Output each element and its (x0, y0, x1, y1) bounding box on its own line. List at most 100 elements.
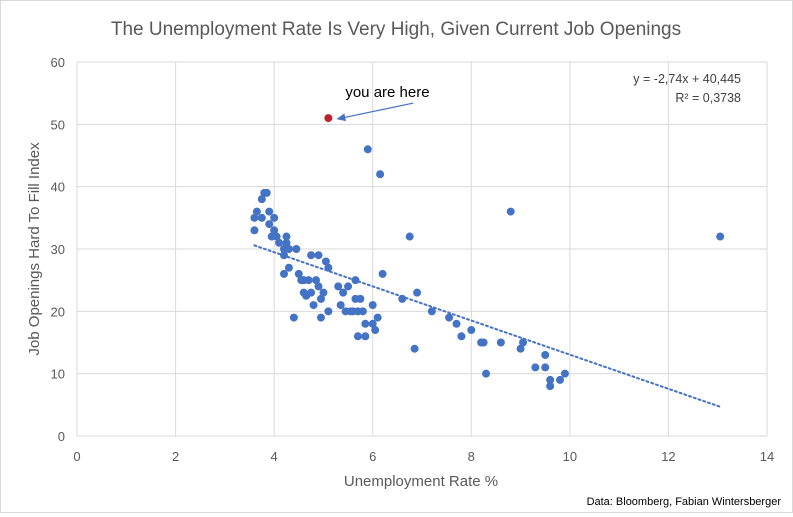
data-point-84 (556, 375, 564, 384)
data-point-58 (368, 301, 377, 310)
data-point-31 (314, 282, 323, 291)
x-axis-ticks: 0 2 4 6 8 10 12 14 (73, 449, 774, 464)
data-point-51 (353, 332, 362, 341)
data-point-13 (275, 238, 284, 247)
data-point-41 (334, 282, 343, 291)
data-point-52 (356, 294, 365, 303)
data-point-25 (307, 251, 316, 260)
data-point-56 (363, 145, 372, 154)
data-point-67 (427, 307, 436, 316)
data-point-3 (257, 195, 266, 204)
data-point-24 (304, 276, 313, 285)
data-point-64 (405, 232, 414, 241)
data-point-7 (265, 207, 274, 216)
x-tick-label: 12 (661, 449, 675, 464)
data-point-5 (262, 188, 271, 197)
data-point-55 (361, 319, 370, 328)
trendline-equation: y = -2,74x + 40,445 (633, 72, 741, 86)
data-point-83 (546, 382, 555, 391)
data-point-54 (361, 332, 370, 341)
trendline-r-squared: R² = 0,3738 (675, 91, 741, 105)
data-point-75 (496, 338, 505, 347)
data-point-35 (321, 257, 330, 266)
data-point-6 (257, 213, 266, 222)
data-point-16 (282, 232, 291, 241)
y-tick-label: 0 (58, 429, 65, 444)
x-tick-label: 4 (271, 449, 278, 464)
y-tick-label: 60 (51, 55, 65, 70)
data-point-0 (250, 213, 259, 222)
data-points (250, 145, 725, 391)
highlight-point (324, 114, 333, 123)
data-point-78 (519, 338, 528, 347)
x-tick-label: 14 (760, 449, 774, 464)
data-point-21 (294, 269, 303, 278)
data-point-69 (452, 319, 461, 328)
data-point-57 (368, 319, 377, 328)
data-point-10 (270, 213, 279, 222)
x-tick-label: 10 (563, 449, 577, 464)
gridlines (76, 61, 768, 437)
data-point-8 (265, 220, 274, 229)
data-point-2 (252, 207, 261, 216)
data-point-66 (413, 288, 422, 297)
y-tick-label: 30 (51, 242, 65, 257)
data-point-42 (336, 301, 345, 310)
x-tick-label: 2 (172, 449, 179, 464)
data-point-86 (716, 232, 725, 241)
data-point-33 (316, 294, 325, 303)
data-point-32 (314, 251, 323, 260)
data-point-30 (312, 276, 321, 285)
data-point-62 (378, 269, 387, 278)
data-point-36 (324, 263, 333, 272)
y-tick-label: 20 (51, 304, 65, 319)
data-point-34 (319, 288, 328, 297)
y-axis-ticks: 0 10 20 30 40 50 60 (51, 55, 65, 444)
data-point-15 (282, 238, 291, 247)
data-point-12 (272, 232, 281, 241)
x-tick-label: 8 (468, 449, 475, 464)
data-point-20 (292, 245, 301, 253)
annotation-label: you are here (345, 84, 429, 101)
data-point-85 (560, 369, 569, 378)
data-point-37 (324, 307, 333, 316)
data-point-48 (351, 276, 360, 285)
y-tick-label: 10 (51, 367, 65, 382)
data-point-65 (410, 344, 419, 353)
data-point-73 (479, 338, 488, 347)
annotation-arrow-head (336, 113, 346, 122)
trendline (253, 244, 722, 408)
data-point-18 (280, 251, 288, 260)
data-point-59 (371, 326, 380, 335)
data-point-43 (339, 288, 348, 297)
y-tick-label: 50 (51, 117, 65, 132)
data-point-29 (309, 301, 318, 310)
data-point-61 (376, 170, 385, 179)
data-point-11 (270, 226, 279, 235)
data-point-81 (541, 350, 550, 359)
x-tick-label: 6 (369, 449, 376, 464)
data-point-74 (482, 369, 491, 378)
data-point-45 (344, 282, 353, 291)
data-point-63 (398, 294, 407, 303)
x-tick-label: 0 (73, 449, 80, 464)
y-tick-label: 40 (51, 180, 65, 195)
data-point-80 (541, 363, 550, 372)
data-point-39 (316, 313, 325, 322)
data-point-76 (506, 207, 515, 216)
data-point-17 (284, 245, 293, 253)
data-point-71 (467, 326, 476, 335)
data-point-77 (516, 344, 525, 353)
data-point-68 (445, 313, 454, 322)
data-point-19 (284, 263, 293, 272)
data-point-1 (250, 226, 259, 235)
source-note: Data: Bloomberg, Fabian Wintersberger (587, 496, 782, 508)
data-point-82 (546, 375, 555, 384)
data-point-40 (289, 313, 298, 322)
data-point-70 (457, 332, 466, 341)
y-axis-title: Job Openings Hard To Fill Index (26, 142, 43, 356)
data-point-53 (358, 307, 367, 316)
chart-title: The Unemployment Rate Is Very High, Give… (111, 19, 681, 40)
